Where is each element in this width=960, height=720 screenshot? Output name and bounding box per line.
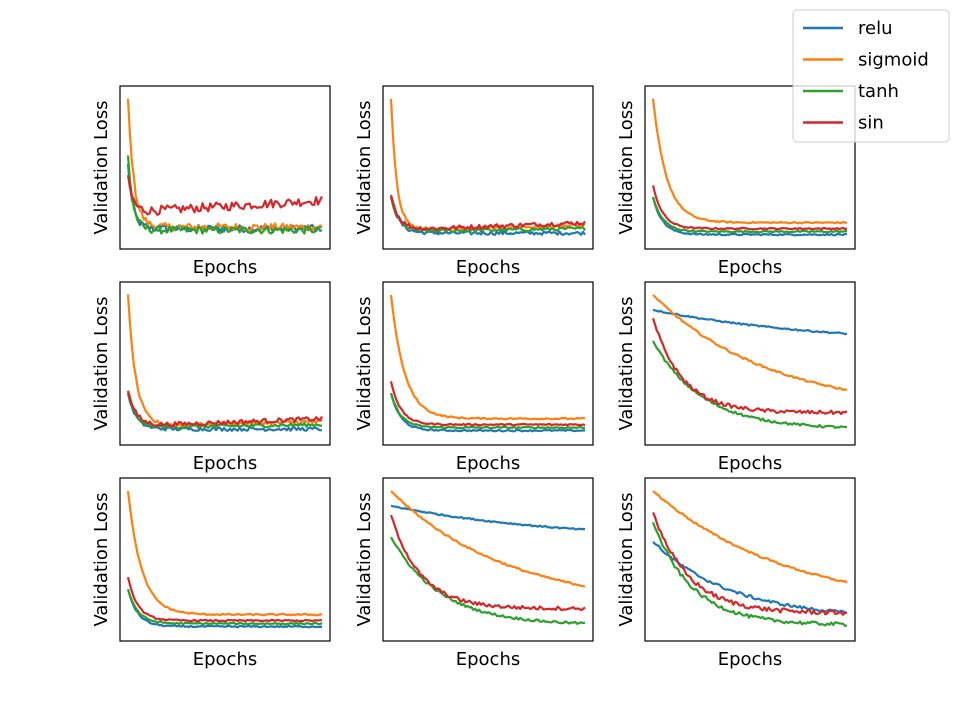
plot-frame (119, 477, 331, 642)
series-line-relu (652, 308, 848, 336)
y-axis-label: Validation Loss (616, 296, 637, 430)
series-line-relu (389, 392, 586, 433)
x-axis-label: Epochs (718, 649, 783, 670)
y-axis-label: Validation Loss (354, 296, 375, 430)
series-line-relu (390, 504, 586, 531)
series-line-tanh (390, 536, 586, 625)
series-line-sin (651, 185, 848, 231)
series-line-sin (126, 175, 323, 216)
series-line-relu (389, 196, 586, 236)
y-axis-label: Validation Loss (616, 100, 637, 234)
series-line-sin (126, 576, 323, 623)
series-line-sigmoid (389, 294, 586, 421)
subplot-r3c3: Epochs Validation Loss (616, 477, 856, 670)
series-line-relu (652, 540, 848, 615)
subplot-grid: Epochs Validation Loss Epochs Validation Lo… (91, 85, 856, 670)
legend-box (792, 9, 950, 143)
x-axis-label: Epochs (193, 257, 258, 278)
series-line-sigmoid (390, 490, 586, 588)
legend-label-sigmoid: sigmoid (858, 50, 929, 71)
plot-frame (644, 85, 856, 250)
y-axis-label: Validation Loss (616, 492, 637, 626)
x-axis-label: Epochs (456, 257, 521, 278)
plot-frame (382, 85, 594, 250)
plot-frame (119, 85, 331, 250)
plot-frame (382, 281, 594, 446)
x-axis-label: Epochs (193, 649, 258, 670)
y-axis-label: Validation Loss (91, 296, 112, 430)
subplot-r3c1: Epochs Validation Loss (91, 477, 331, 670)
subplot-r1c1: Epochs Validation Loss (91, 85, 331, 278)
plot-frame (644, 281, 856, 446)
y-axis-label: Validation Loss (91, 100, 112, 234)
x-axis-label: Epochs (718, 453, 783, 474)
series-line-sigmoid (652, 490, 848, 584)
subplot-r1c3: Epochs Validation Loss (616, 85, 856, 278)
series-line-sigmoid (126, 490, 323, 617)
series-line-sigmoid (651, 98, 848, 225)
series-line-relu (126, 164, 323, 234)
series-line-tanh (126, 392, 323, 430)
subplot-r2c1: Epochs Validation Loss (91, 281, 331, 474)
series-line-sin (389, 514, 586, 612)
legend-label-tanh: tanh (858, 81, 899, 102)
series-line-sin (126, 390, 323, 428)
x-axis-label: Epochs (456, 649, 521, 670)
series-line-sigmoid (126, 294, 322, 428)
x-axis-label: Epochs (718, 257, 783, 278)
legend-label-sin: sin (858, 113, 884, 134)
legend: relu sigmoid tanh sin (792, 9, 950, 143)
subplot-r2c2: Epochs Validation Loss (354, 281, 594, 474)
series-line-relu (126, 588, 323, 629)
y-axis-label: Validation Loss (354, 492, 375, 626)
y-axis-label: Validation Loss (354, 100, 375, 234)
series-line-tanh (389, 392, 586, 430)
series-line-sin (651, 317, 848, 416)
series-line-tanh (652, 340, 848, 429)
series-line-tanh (126, 589, 323, 626)
series-line-sin (389, 194, 586, 232)
plot-frame (644, 477, 856, 642)
series-line-sigmoid (389, 98, 586, 232)
series-line-tanh (651, 197, 848, 234)
series-line-tanh (126, 155, 323, 235)
series-line-sigmoid (126, 98, 323, 232)
subplot-r3c2: Epochs Validation Loss (354, 477, 594, 670)
subplot-r1c2: Epochs Validation Loss (354, 85, 594, 278)
legend-label-relu: relu (858, 18, 893, 39)
series-line-sigmoid (652, 294, 848, 392)
subplot-r2c3: Epochs Validation Loss (616, 281, 856, 474)
series-line-sin (389, 381, 586, 427)
x-axis-label: Epochs (193, 453, 258, 474)
series-line-tanh (651, 521, 848, 627)
y-axis-label: Validation Loss (91, 492, 112, 626)
plot-frame (382, 477, 594, 642)
plot-frame (119, 281, 331, 446)
x-axis-label: Epochs (456, 453, 521, 474)
series-line-sin (651, 511, 848, 616)
series-line-relu (651, 196, 848, 237)
series-line-relu (126, 392, 323, 432)
